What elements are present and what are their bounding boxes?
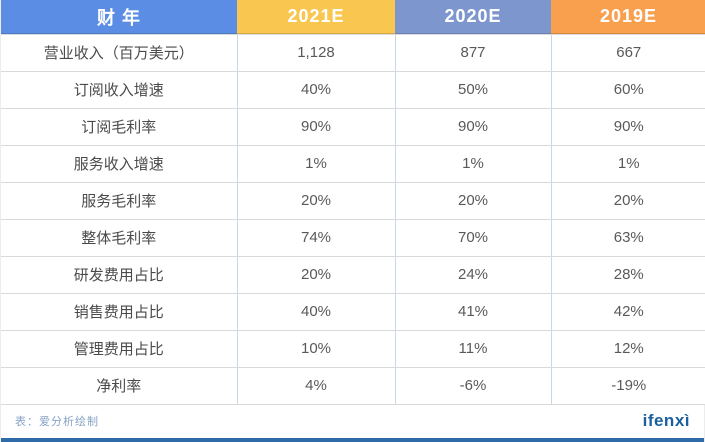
cell-value: 70% xyxy=(395,219,552,257)
cell-value: 40% xyxy=(237,293,396,331)
header-fiscal-year: 财 年 xyxy=(1,0,237,35)
ifenxi-logo: ifenxì xyxy=(642,411,690,431)
cell-value: 90% xyxy=(237,108,396,146)
cell-value: 11% xyxy=(395,330,552,368)
table-row: 管理费用占比 10% 11% 12% xyxy=(1,330,705,368)
header-row: 财 年 2021E 2020E 2019E xyxy=(1,0,705,35)
table-row: 销售费用占比 40% 41% 42% xyxy=(1,293,705,331)
cell-value: 12% xyxy=(551,330,705,368)
header-col-2021e: 2021E xyxy=(237,0,395,35)
table-row: 研发费用占比 20% 24% 28% xyxy=(1,256,705,294)
cell-value: 40% xyxy=(237,71,396,109)
cell-value: 877 xyxy=(395,34,552,72)
row-label: 销售费用占比 xyxy=(1,293,238,331)
cell-value: 20% xyxy=(395,182,552,220)
cell-value: 60% xyxy=(551,71,705,109)
cell-value: 63% xyxy=(551,219,705,257)
cell-value: -19% xyxy=(551,367,705,405)
row-label: 服务毛利率 xyxy=(1,182,238,220)
cell-value: 41% xyxy=(395,293,552,331)
row-label: 营业收入（百万美元） xyxy=(1,34,238,72)
bottom-accent-bar xyxy=(1,438,704,442)
row-label: 整体毛利率 xyxy=(1,219,238,257)
table-row: 净利率 4% -6% -19% xyxy=(1,367,705,405)
table-row: 服务收入增速 1% 1% 1% xyxy=(1,145,705,183)
cell-value: 20% xyxy=(237,182,396,220)
financials-table: 财 年 2021E 2020E 2019E 营业收入（百万美元） 1,128 8… xyxy=(1,0,705,405)
cell-value: 1% xyxy=(395,145,552,183)
table-row: 服务毛利率 20% 20% 20% xyxy=(1,182,705,220)
cell-value: 1% xyxy=(551,145,705,183)
cell-value: 74% xyxy=(237,219,396,257)
header-col-2020e: 2020E xyxy=(395,0,551,35)
cell-value: 1,128 xyxy=(237,34,396,72)
cell-value: 42% xyxy=(551,293,705,331)
footer: 表：爱分析绘制 ifenxì xyxy=(1,404,704,438)
row-label: 管理费用占比 xyxy=(1,330,238,368)
cell-value: 20% xyxy=(237,256,396,294)
row-label: 研发费用占比 xyxy=(1,256,238,294)
table-row: 营业收入（百万美元） 1,128 877 667 xyxy=(1,34,705,72)
cell-value: 90% xyxy=(395,108,552,146)
cell-value: 90% xyxy=(551,108,705,146)
cell-value: 1% xyxy=(237,145,396,183)
cell-value: 10% xyxy=(237,330,396,368)
cell-value: 50% xyxy=(395,71,552,109)
row-label: 净利率 xyxy=(1,367,238,405)
cell-value: 28% xyxy=(551,256,705,294)
source-note: 表：爱分析绘制 xyxy=(15,416,99,429)
cell-value: 667 xyxy=(551,34,705,72)
table-row: 整体毛利率 74% 70% 63% xyxy=(1,219,705,257)
table-row: 订阅收入增速 40% 50% 60% xyxy=(1,71,705,109)
cell-value: -6% xyxy=(395,367,552,405)
cell-value: 4% xyxy=(237,367,396,405)
header-col-2019e: 2019E xyxy=(551,0,705,35)
row-label: 订阅收入增速 xyxy=(1,71,238,109)
row-label: 订阅毛利率 xyxy=(1,108,238,146)
cell-value: 24% xyxy=(395,256,552,294)
row-label: 服务收入增速 xyxy=(1,145,238,183)
table-row: 订阅毛利率 90% 90% 90% xyxy=(1,108,705,146)
cell-value: 20% xyxy=(551,182,705,220)
